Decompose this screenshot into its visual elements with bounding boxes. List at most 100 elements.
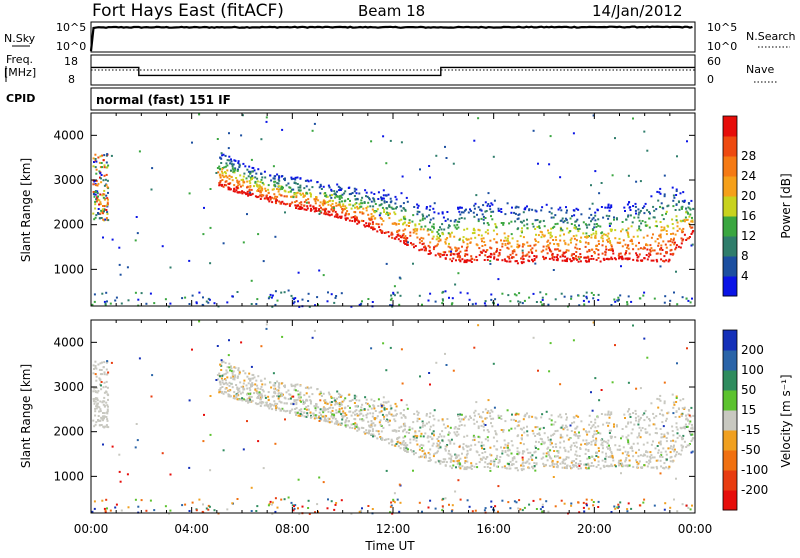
velocity-cell bbox=[344, 424, 347, 427]
velocity-cell bbox=[574, 453, 577, 456]
power-cell bbox=[634, 209, 637, 212]
power-cell bbox=[547, 303, 550, 306]
velocity-cell bbox=[446, 425, 449, 428]
power-cell bbox=[105, 209, 108, 211]
power-cell bbox=[458, 210, 461, 213]
power-cell bbox=[439, 239, 442, 242]
power-cell bbox=[576, 247, 579, 250]
power-cell bbox=[422, 242, 425, 245]
power-cell bbox=[574, 246, 577, 249]
velocity-cell bbox=[293, 400, 296, 403]
velocity-cell bbox=[97, 415, 100, 417]
velocity-cell bbox=[595, 439, 598, 442]
power-cell bbox=[605, 214, 608, 217]
velocity-cell bbox=[229, 395, 232, 398]
velocity-cell bbox=[575, 414, 578, 417]
velocity-cell bbox=[354, 405, 357, 408]
power-cell bbox=[526, 253, 529, 256]
power-cell bbox=[540, 231, 543, 234]
velocity-cell bbox=[344, 420, 347, 423]
velocity-cell bbox=[580, 443, 583, 446]
velocity-cell bbox=[489, 446, 492, 449]
velocity-cell bbox=[419, 455, 422, 458]
velocity-cell bbox=[500, 446, 502, 449]
velocity-cell bbox=[261, 401, 264, 403]
velocity-cell bbox=[691, 438, 694, 441]
velocity-cell bbox=[587, 442, 590, 445]
power-cell bbox=[595, 230, 598, 233]
power-cell bbox=[97, 212, 99, 214]
power-cell bbox=[562, 221, 565, 224]
velocity-cell bbox=[654, 447, 657, 450]
velocity-cell bbox=[643, 412, 646, 415]
velocity-cell bbox=[516, 469, 519, 472]
velocity-cell bbox=[96, 397, 99, 400]
velocity-cell bbox=[327, 410, 330, 413]
velocity-cell bbox=[466, 499, 469, 502]
power-cell bbox=[422, 228, 425, 231]
power-cell bbox=[397, 230, 399, 233]
velocity-cell bbox=[540, 438, 543, 441]
velocity-cell bbox=[262, 401, 265, 404]
velocity-cell bbox=[424, 432, 427, 435]
velocity-cell bbox=[495, 433, 498, 436]
velocity-cell bbox=[330, 401, 333, 403]
power-cell bbox=[303, 187, 306, 190]
velocity-cell bbox=[545, 500, 548, 503]
velocity-cell bbox=[559, 441, 562, 444]
power-cell bbox=[665, 251, 668, 254]
velocity-cell bbox=[676, 428, 679, 431]
power-cell bbox=[294, 201, 297, 203]
velocity-cell bbox=[356, 429, 359, 432]
power-cell bbox=[495, 251, 498, 253]
power-cell bbox=[219, 176, 222, 179]
velocity-cell bbox=[224, 378, 226, 381]
velocity-cell bbox=[240, 341, 243, 344]
power-cell bbox=[610, 222, 612, 225]
power-cell bbox=[301, 207, 304, 210]
power-cell bbox=[646, 234, 649, 237]
power-cell bbox=[585, 235, 588, 238]
velocity-cell bbox=[484, 461, 487, 464]
velocity-cell bbox=[652, 412, 655, 415]
power-cell bbox=[370, 215, 373, 218]
power-cell bbox=[671, 241, 674, 244]
power-cell bbox=[627, 244, 630, 247]
power-cell bbox=[385, 262, 388, 265]
velocity-cell bbox=[274, 510, 277, 513]
velocity-cell bbox=[672, 406, 675, 409]
power-cell bbox=[406, 237, 409, 240]
power-cell bbox=[585, 297, 588, 300]
power-cell bbox=[477, 228, 480, 231]
velocity-cell bbox=[327, 417, 330, 420]
velocity-cell bbox=[514, 467, 517, 470]
velocity-cell bbox=[373, 418, 376, 421]
velocity-cell bbox=[209, 395, 212, 397]
velocity-cell bbox=[396, 498, 399, 501]
power-cell bbox=[102, 212, 104, 215]
power-cell bbox=[292, 302, 295, 305]
velocity-cell bbox=[549, 438, 552, 441]
velocity-cell bbox=[94, 407, 97, 410]
power-cell bbox=[105, 154, 108, 157]
power-cell bbox=[99, 212, 102, 215]
power-cell bbox=[264, 187, 267, 190]
power-cell bbox=[656, 260, 659, 263]
velocity-cell bbox=[652, 466, 655, 469]
velocity-cell bbox=[455, 454, 458, 457]
power-cell bbox=[594, 236, 597, 239]
velocity-cell bbox=[546, 459, 549, 462]
velocity-cell bbox=[566, 428, 569, 431]
power-cell bbox=[331, 210, 334, 213]
velocity-cell bbox=[528, 416, 531, 419]
power-cell bbox=[507, 235, 510, 238]
power-cell bbox=[638, 253, 641, 256]
velocity-cell bbox=[675, 397, 678, 399]
velocity-cell bbox=[617, 461, 620, 464]
velocity-cell bbox=[383, 439, 386, 441]
power-cell bbox=[249, 182, 252, 185]
power-cell bbox=[443, 228, 446, 231]
power-cell bbox=[537, 241, 540, 244]
velocity-cell bbox=[109, 509, 112, 512]
velocity-cell bbox=[358, 510, 361, 513]
